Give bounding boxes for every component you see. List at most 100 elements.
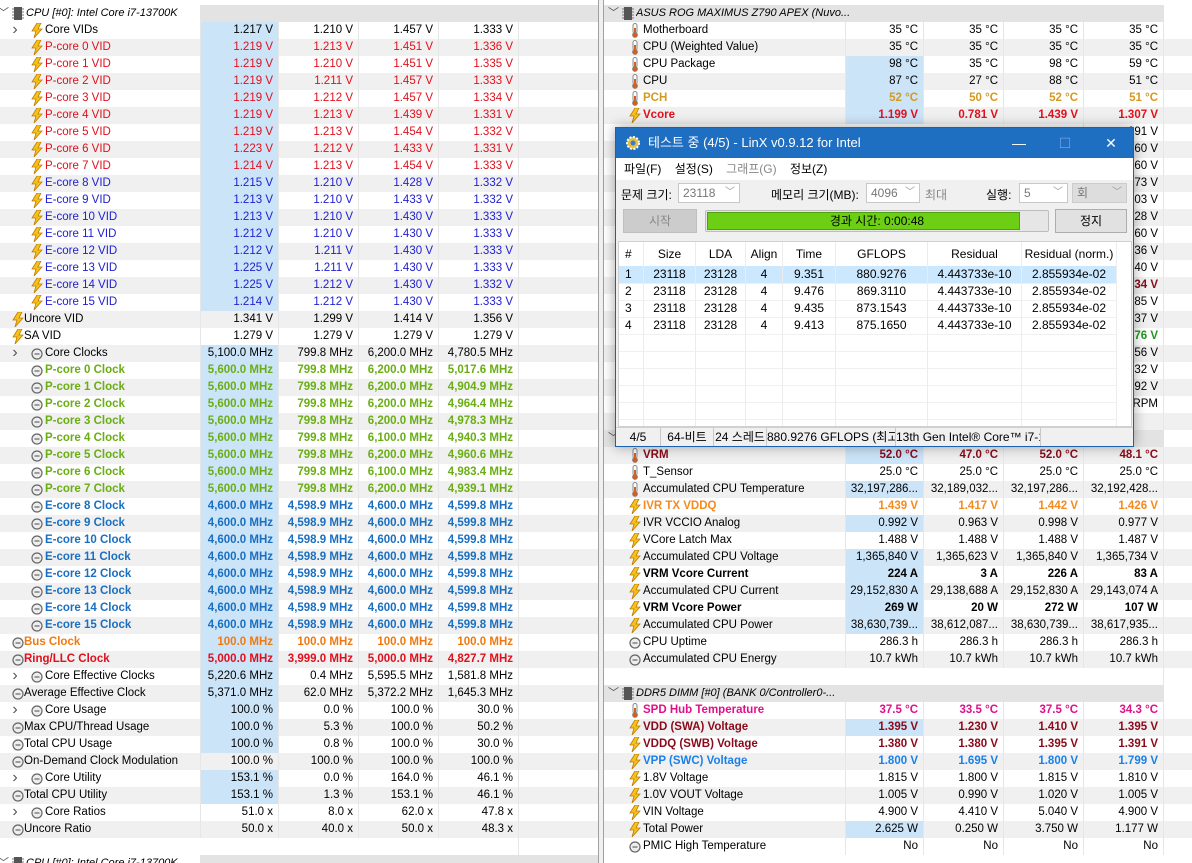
sensor-row[interactable]: Motherboard 35 °C 35 °C 35 °C 35 °C — [604, 22, 1192, 39]
minimize-button[interactable]: — — [1012, 135, 1026, 151]
sensor-row[interactable]: P-core 2 Clock 5,600.0 MHz 799.8 MHz 6,200.… — [0, 396, 598, 413]
sensor-group-header[interactable]: ﹀ ASUS ROG MAXIMUS Z790 APEX (Nuvo... — [604, 5, 1192, 22]
sensor-row[interactable]: P-core 7 VID 1.214 V 1.213 V 1.454 V 1.333 V — [0, 158, 598, 175]
column-header-gflops[interactable]: GFLOPS — [836, 242, 928, 266]
chevron-right-icon[interactable]: › — [12, 701, 18, 718]
sensor-row[interactable]: E-core 11 VID 1.212 V 1.210 V 1.430 V 1.333 … — [0, 226, 598, 243]
sensor-row[interactable]: P-core 4 Clock 5,600.0 MHz 799.8 MHz 6,100.… — [0, 430, 598, 447]
sensor-row[interactable]: E-core 14 VID 1.225 V 1.212 V 1.430 V 1.332 … — [0, 277, 598, 294]
sensor-row[interactable]: 1.0V VOUT Voltage 1.005 V 0.990 V 1.020 V 1.… — [604, 787, 1192, 804]
sensor-row[interactable]: CPU Uptime 286.3 h 286.3 h 286.3 h 286.3 h — [604, 634, 1192, 651]
sensor-row[interactable]: Max CPU/Thread Usage 100.0 % 5.3 % 100.0 % 5… — [0, 719, 598, 736]
start-button[interactable]: 시작 — [623, 209, 697, 233]
maximize-button[interactable]: ☐ — [1058, 135, 1072, 151]
blank-row[interactable] — [604, 668, 1192, 685]
sensor-row[interactable]: P-core 3 Clock 5,600.0 MHz 799.8 MHz 6,200.… — [0, 413, 598, 430]
sensor-row[interactable]: P-core 1 VID 1.219 V 1.210 V 1.451 V 1.335 V — [0, 56, 598, 73]
sensor-row[interactable]: › Core Clocks 5,100.0 MHz 799.8 MHz 6,200.0 … — [0, 345, 598, 362]
sensor-row[interactable]: E-core 11 Clock 4,600.0 MHz 4,598.9 MHz 4,6… — [0, 549, 598, 566]
title-bar[interactable]: 테스트 중 (4/5) - LinX v0.9.12 for Intel — ☐… — [616, 128, 1133, 158]
sensor-row[interactable]: › Core Effective Clocks 5,220.6 MHz 0.4 MHz… — [0, 668, 598, 685]
menu-info[interactable]: 정보(Z) — [789, 162, 828, 176]
sensor-row[interactable]: E-core 9 Clock 4,600.0 MHz 4,598.9 MHz 4,60… — [0, 515, 598, 532]
sensor-row[interactable]: Bus Clock 100.0 MHz 100.0 MHz 100.0 MHz 100.… — [0, 634, 598, 651]
menu-settings[interactable]: 설정(S) — [674, 162, 713, 176]
sensor-row[interactable]: E-core 9 VID 1.213 V 1.210 V 1.433 V 1.332 V — [0, 192, 598, 209]
sensor-row[interactable]: IVR VCCIO Analog 0.992 V 0.963 V 0.998 V 0.9… — [604, 515, 1192, 532]
sensor-row[interactable]: E-core 14 Clock 4,600.0 MHz 4,598.9 MHz 4,6… — [0, 600, 598, 617]
chevron-down-icon[interactable]: ﹀ — [608, 7, 619, 19]
sensor-row[interactable]: Total Power 2.625 W 0.250 W 3.750 W 1.177 W — [604, 821, 1192, 838]
sensor-row[interactable]: Accumulated CPU Energy 10.7 kWh 10.7 kWh 10… — [604, 651, 1192, 668]
column-header-size[interactable]: Size — [644, 242, 696, 266]
chevron-down-icon[interactable]: ﹀ — [0, 5, 9, 22]
runs-unit-select[interactable]: 회 ﹀ — [1072, 183, 1127, 203]
sensor-row[interactable]: PMIC High Temperature No No No No — [604, 838, 1192, 855]
sensor-row[interactable]: P-core 3 VID 1.219 V 1.212 V 1.457 V 1.334 V — [0, 90, 598, 107]
sensor-row[interactable]: Uncore VID 1.341 V 1.299 V 1.414 V 1.356 V — [0, 311, 598, 328]
sensor-row[interactable]: VCore Latch Max 1.488 V 1.488 V 1.488 V 1.48… — [604, 532, 1192, 549]
sensor-row[interactable]: CPU (Weighted Value) 35 °C 35 °C 35 °C 35 °C — [604, 39, 1192, 56]
sensor-row[interactable]: › Core Ratios 51.0 x 8.0 x 62.0 x 47.8 x — [0, 804, 598, 821]
column-header-lda[interactable]: LDA — [696, 242, 746, 266]
sensor-row[interactable]: Accumulated CPU Voltage 1,365,840 V 1,365,… — [604, 549, 1192, 566]
sensor-row[interactable]: P-core 5 Clock 5,600.0 MHz 799.8 MHz 6,200.… — [0, 447, 598, 464]
menu-graph[interactable]: 그래프(G) — [726, 162, 777, 176]
sensor-group-header[interactable]: ﹀ DDR5 DIMM [#0] (BANK 0/Controller0-... — [604, 685, 1192, 702]
sensor-row[interactable]: E-core 15 Clock 4,600.0 MHz 4,598.9 MHz 4,6… — [0, 617, 598, 634]
sensor-row[interactable]: E-core 12 Clock 4,600.0 MHz 4,598.9 MHz 4,6… — [0, 566, 598, 583]
sensor-row[interactable]: PCH 52 °C 50 °C 52 °C 51 °C — [604, 90, 1192, 107]
sensor-row[interactable]: T_Sensor 25.0 °C 25.0 °C 25.0 °C 25.0 °C — [604, 464, 1192, 481]
sensor-row[interactable]: P-core 0 Clock 5,600.0 MHz 799.8 MHz 6,200.… — [0, 362, 598, 379]
column-header-residual-norm[interactable]: Residual (norm.) — [1022, 242, 1117, 266]
column-header-residual[interactable]: Residual — [928, 242, 1022, 266]
sensor-row[interactable]: Accumulated CPU Temperature 32,197,286...… — [604, 481, 1192, 498]
sensor-row[interactable]: E-core 12 VID 1.212 V 1.211 V 1.430 V 1.333 … — [0, 243, 598, 260]
result-row[interactable]: 3 23118 23128 4 9.435 873.1543 4.443733e-10 2.8… — [619, 300, 1117, 317]
runs-select[interactable]: 5 ﹀ — [1019, 183, 1068, 203]
sensor-row[interactable]: P-core 0 VID 1.219 V 1.213 V 1.451 V 1.336 V — [0, 39, 598, 56]
sensor-row[interactable]: P-core 6 Clock 5,600.0 MHz 799.8 MHz 6,100.… — [0, 464, 598, 481]
sensor-row[interactable]: IVR TX VDDQ 1.439 V 1.417 V 1.442 V 1.426 V — [604, 498, 1192, 515]
sensor-row[interactable]: SA VID 1.279 V 1.279 V 1.279 V 1.279 V — [0, 328, 598, 345]
sensor-row[interactable]: › Core Utility 153.1 % 0.0 % 164.0 % 46.1 % — [0, 770, 598, 787]
sensor-group-header[interactable]: ﹀ CPU [#0]: Intel Core i7-13700K — [0, 5, 598, 22]
max-checkbox-label[interactable]: 최대 — [925, 188, 948, 202]
column-header-align[interactable]: Align — [746, 242, 783, 266]
menu-file[interactable]: 파일(F) — [624, 162, 662, 176]
sensor-row[interactable]: E-core 13 Clock 4,600.0 MHz 4,598.9 MHz 4,6… — [0, 583, 598, 600]
result-row[interactable]: 4 23118 23128 4 9.413 875.1650 4.443733e-10 2.8… — [619, 317, 1117, 334]
sensor-row[interactable]: E-core 8 Clock 4,600.0 MHz 4,598.9 MHz 4,60… — [0, 498, 598, 515]
close-button[interactable]: ✕ — [1105, 135, 1117, 151]
problem-size-select[interactable]: 23118 ﹀ — [678, 183, 740, 203]
sensor-row[interactable]: VIN Voltage 4.900 V 4.410 V 5.040 V 4.900 V — [604, 804, 1192, 821]
result-row[interactable]: 2 23118 23128 4 9.476 869.3110 4.443733e-10 2.8… — [619, 283, 1117, 300]
sensor-group-header[interactable]: ﹀ CPU [#0]: Intel Core i7-13700K — [0, 855, 598, 863]
chevron-right-icon[interactable]: › — [12, 667, 18, 684]
sensor-row[interactable]: P-core 1 Clock 5,600.0 MHz 799.8 MHz 6,200.… — [0, 379, 598, 396]
sensor-row[interactable]: VRM Vcore Power 269 W 20 W 272 W 107 W — [604, 600, 1192, 617]
sensor-row[interactable]: Uncore Ratio 50.0 x 40.0 x 50.0 x 48.3 x — [0, 821, 598, 838]
sensor-row[interactable]: VDD (SWA) Voltage 1.395 V 1.230 V 1.410 V 1.… — [604, 719, 1192, 736]
sensor-row[interactable]: Accumulated CPU Current 29,152,830 A 29,13… — [604, 583, 1192, 600]
sensor-row[interactable]: › Core VIDs 1.217 V 1.210 V 1.457 V 1.333 V — [0, 22, 598, 39]
sensor-row[interactable]: 1.8V Voltage 1.815 V 1.800 V 1.815 V 1.810 V — [604, 770, 1192, 787]
sensor-row[interactable]: E-core 15 VID 1.214 V 1.212 V 1.430 V 1.333 … — [0, 294, 598, 311]
sensor-row[interactable]: E-core 8 VID 1.215 V 1.210 V 1.428 V 1.332 V — [0, 175, 598, 192]
sensor-row[interactable]: P-core 2 VID 1.219 V 1.211 V 1.457 V 1.333 V — [0, 73, 598, 90]
sensor-row[interactable]: Total CPU Utility 153.1 % 1.3 % 153.1 % 46.1… — [0, 787, 598, 804]
sensor-row[interactable]: VRM 52.0 °C 47.0 °C 52.0 °C 48.1 °C — [604, 447, 1192, 464]
chevron-down-icon[interactable]: ﹀ — [608, 432, 619, 444]
sensor-row[interactable]: E-core 10 Clock 4,600.0 MHz 4,598.9 MHz 4,6… — [0, 532, 598, 549]
panel-splitter[interactable] — [598, 0, 604, 863]
sensor-row[interactable]: E-core 13 VID 1.225 V 1.211 V 1.430 V 1.333 … — [0, 260, 598, 277]
chevron-down-icon[interactable]: ﹀ — [608, 687, 619, 699]
sensor-row[interactable]: Vcore 1.199 V 0.781 V 1.439 V 1.307 V — [604, 107, 1192, 124]
chevron-right-icon[interactable]: › — [12, 21, 18, 38]
result-row[interactable]: 1 23118 23128 4 9.351 880.9276 4.443733e-10 2.8… — [619, 266, 1117, 283]
sensor-row[interactable]: P-core 4 VID 1.219 V 1.213 V 1.439 V 1.331 V — [0, 107, 598, 124]
memory-select[interactable]: 4096 ﹀ — [866, 183, 920, 203]
sensor-row[interactable]: › Core Usage 100.0 % 0.0 % 100.0 % 30.0 % — [0, 702, 598, 719]
sensor-row[interactable]: CPU Package 98 °C 35 °C 98 °C 59 °C — [604, 56, 1192, 73]
